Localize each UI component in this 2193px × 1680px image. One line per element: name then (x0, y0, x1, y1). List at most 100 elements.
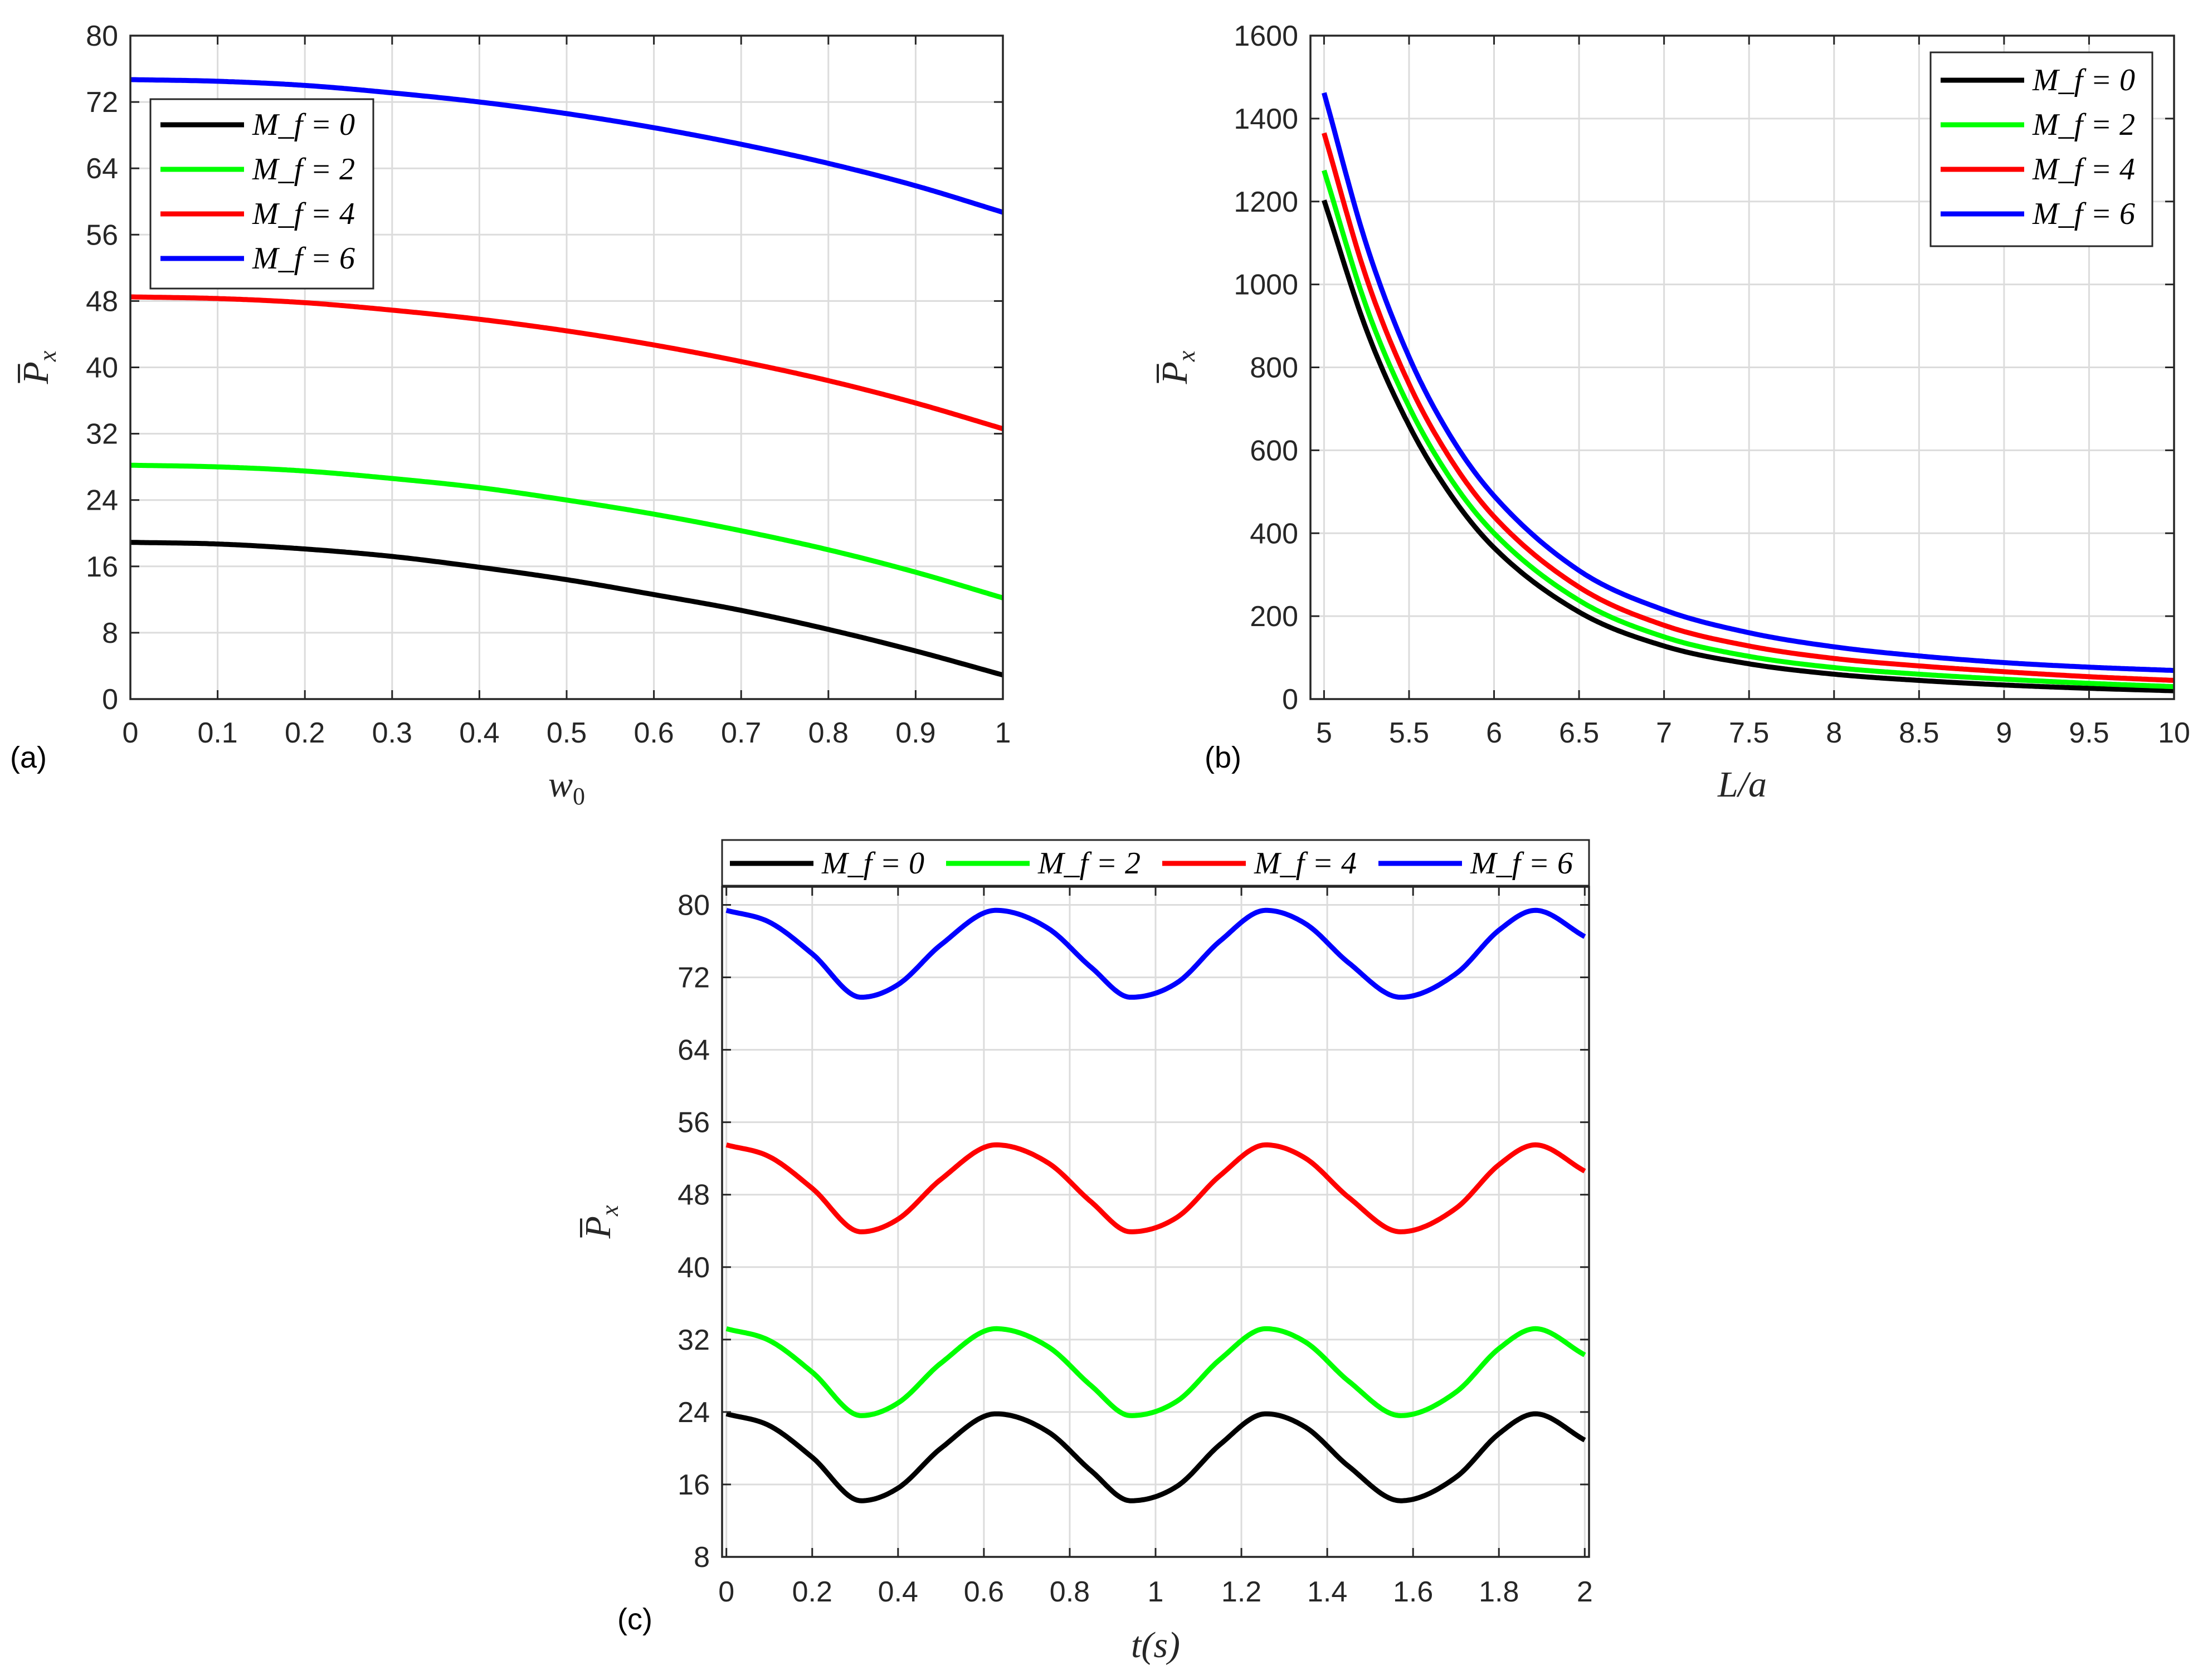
x-axis-label-a: w0 (548, 764, 585, 810)
x-axis-label-sub-a: 0 (573, 783, 585, 810)
legend-entry-1-0: M_f = 0 (2032, 63, 2135, 97)
y-axis-label-sub-a: x (34, 350, 61, 362)
series-line-c-1 (725, 1326, 1586, 1418)
y-tick-label-c-9: 80 (678, 890, 710, 922)
y-tick-label-c-1: 16 (678, 1469, 710, 1501)
y-tick-label-b-2: 400 (1250, 517, 1298, 550)
x-tick-label-a-2: 0.2 (285, 717, 325, 749)
x-tick-label-a-0: 0 (123, 717, 139, 749)
series-line-b-2 (1322, 132, 2175, 683)
x-tick-label-b-1: 5.5 (1389, 717, 1429, 749)
legend-entry-0-2: M_f = 4 (252, 197, 355, 231)
y-tick-label-a-4: 32 (86, 418, 118, 451)
x-tick-label-c-4: 0.8 (1050, 1576, 1090, 1608)
x-tick-label-b-0: 5 (1316, 717, 1332, 749)
y-tick-label-b-6: 1200 (1234, 186, 1298, 218)
y-axis-label-group-c: Px (578, 1205, 623, 1239)
y-tick-label-b-0: 0 (1282, 683, 1298, 716)
x-tick-label-c-0: 0 (718, 1576, 734, 1608)
x-tick-label-c-2: 0.4 (878, 1576, 918, 1608)
chart-panel-b: 5 5.5 6 6.5 7 7.5 8 8.5 9 9.5 10 0 200 400 600 800 1000 1… (1154, 20, 2190, 805)
x-tick-label-b-7: 8.5 (1899, 717, 1939, 749)
x-tick-label-c-10: 2 (1577, 1576, 1593, 1608)
y-axis-label-a: Px (16, 350, 61, 384)
x-tick-label-b-2: 6 (1486, 717, 1502, 749)
y-tick-label-a-5: 40 (86, 352, 118, 384)
x-tick-label-c-5: 1 (1148, 1576, 1164, 1608)
x-tick-label-a-10: 1 (995, 717, 1011, 749)
y-tick-label-b-5: 1000 (1234, 269, 1298, 301)
legend-entry-2-2: M_f = 4 (1254, 846, 1357, 881)
panel-label-a: (a) (10, 741, 47, 774)
legend-entry-0-1: M_f = 2 (252, 152, 355, 187)
x-tick-label-b-10: 10 (2158, 717, 2190, 749)
series-line-a-1 (130, 462, 1004, 600)
y-tick-label-a-10: 80 (86, 20, 118, 52)
x-tick-label-a-5: 0.5 (547, 717, 587, 749)
legend-b: M_f = 0 M_f = 2 M_f = 4 M_f = 6 (1929, 51, 2153, 247)
panel-label-c: (c) (617, 1603, 652, 1636)
x-tick-label-a-3: 0.3 (372, 717, 412, 749)
legend-entry-0-3: M_f = 6 (252, 241, 355, 276)
y-tick-label-a-7: 56 (86, 219, 118, 251)
y-tick-label-a-2: 16 (86, 551, 118, 583)
y-tick-label-b-1: 200 (1250, 600, 1298, 633)
series-line-a-2 (130, 294, 1004, 432)
x-tick-label-a-7: 0.7 (721, 717, 761, 749)
series-line-c-2 (725, 1142, 1586, 1234)
x-tick-label-a-1: 0.1 (197, 717, 237, 749)
y-tick-label-a-9: 72 (86, 86, 118, 119)
y-axis-label-sub-b: x (1173, 350, 1200, 362)
series-line-a-3 (130, 77, 1004, 215)
y-tick-label-a-8: 64 (86, 153, 118, 185)
legend-entry-2-3: M_f = 6 (1470, 846, 1573, 881)
legend-entry-0-0: M_f = 0 (252, 108, 355, 142)
y-tick-label-a-6: 48 (86, 285, 118, 318)
y-tick-label-c-6: 56 (678, 1107, 710, 1139)
legend-entry-1-1: M_f = 2 (2032, 108, 2135, 142)
legend-entry-1-3: M_f = 6 (2032, 197, 2135, 231)
x-tick-label-c-7: 1.4 (1307, 1576, 1347, 1608)
x-tick-label-c-8: 1.6 (1393, 1576, 1433, 1608)
y-axis-label-sub-c: x (596, 1205, 623, 1217)
y-tick-label-c-7: 64 (678, 1034, 710, 1067)
series-line-b-0 (1322, 199, 2175, 694)
y-tick-label-c-2: 24 (678, 1396, 710, 1429)
x-tick-label-c-1: 0.2 (792, 1576, 832, 1608)
y-axis-label-b: Px (1154, 350, 1200, 384)
x-tick-label-b-6: 8 (1826, 717, 1842, 749)
series-line-b-3 (1322, 92, 2175, 673)
x-axis-label-main-c: t(s) (1131, 1625, 1180, 1666)
x-tick-label-a-4: 0.4 (459, 717, 499, 749)
x-tick-label-b-5: 7.5 (1729, 717, 1769, 749)
legend-entry-1-2: M_f = 4 (2032, 152, 2135, 187)
x-tick-label-a-9: 0.9 (895, 717, 935, 749)
series-line-c-0 (725, 1411, 1586, 1503)
y-axis-label-main-c: P (578, 1216, 618, 1239)
series-line-b-1 (1322, 169, 2175, 690)
series-line-c-3 (725, 907, 1586, 1000)
legend-entry-2-1: M_f = 2 (1037, 846, 1141, 881)
chart-panel-c: 0 0.2 0.4 0.6 0.8 1 1.2 1.4 1.6 1.8 2 8 16 24 32 40 48 56… (578, 839, 1593, 1666)
y-axis-label-group-b: Px (1154, 350, 1200, 384)
x-axis-label-main-a: w (548, 764, 573, 805)
legend-a: M_f = 0 M_f = 2 M_f = 4 M_f = 6 (149, 98, 374, 290)
y-axis-label-c: Px (578, 1205, 623, 1239)
y-tick-label-c-0: 8 (694, 1541, 710, 1574)
y-axis-label-group-a: Px (16, 350, 61, 384)
y-tick-label-c-5: 48 (678, 1179, 710, 1212)
series-line-a-0 (130, 540, 1004, 678)
chart-panel-a: 0 0.1 0.2 0.3 0.4 0.5 0.6 0.7 0.8 0.9 1 0 8 16 24 32 40 4… (10, 20, 1011, 810)
x-tick-label-b-9: 9.5 (2069, 717, 2109, 749)
y-tick-label-a-0: 0 (102, 683, 118, 716)
legend-c: M_f = 0 M_f = 2 M_f = 4 M_f = 6 (721, 839, 1590, 887)
y-tick-label-b-8: 1600 (1234, 20, 1298, 52)
x-tick-label-b-8: 9 (1996, 717, 2012, 749)
x-tick-label-a-8: 0.8 (808, 717, 849, 749)
x-tick-label-c-6: 1.2 (1221, 1576, 1261, 1608)
y-tick-label-a-1: 8 (102, 617, 118, 649)
x-tick-label-b-4: 7 (1656, 717, 1672, 749)
y-tick-label-b-3: 600 (1250, 434, 1298, 467)
y-axis-label-main-b: P (1154, 362, 1195, 384)
